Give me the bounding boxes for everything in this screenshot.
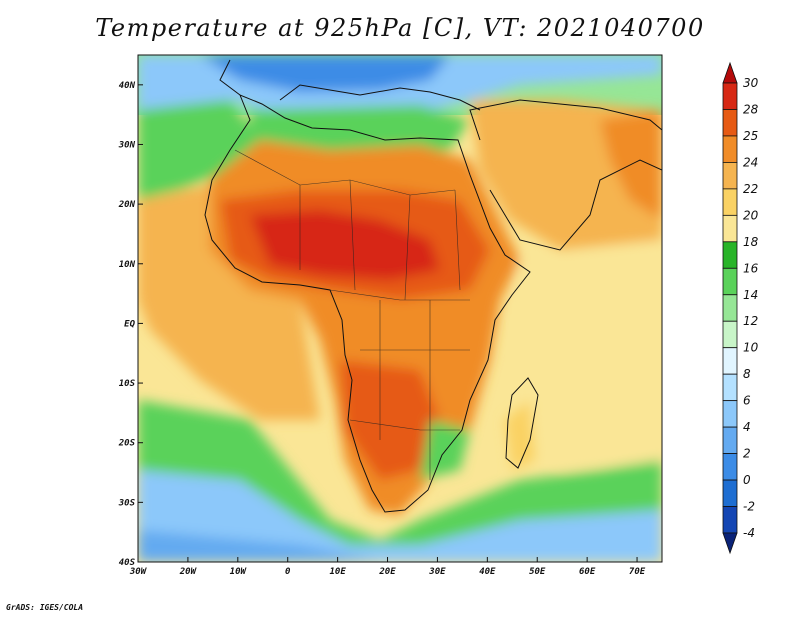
field-sahel-hottest (250, 210, 440, 280)
colorbar-swatch (722, 400, 738, 428)
colorbar-swatch (722, 506, 738, 534)
field-europe-cold (200, 55, 450, 92)
colorbar-swatch (722, 426, 738, 454)
colorbar-swatch (722, 320, 738, 349)
colorbar-min-triangle (722, 532, 738, 555)
colorbar-swatch (722, 214, 738, 243)
arabia-coastline (469, 99, 662, 251)
lat-tick-label: 30N (118, 140, 136, 150)
lon-tick-label: 50E (529, 567, 546, 577)
lat-tick-label: 40S (119, 558, 136, 568)
colorbar-label: 30 (743, 76, 759, 90)
longitude-ticks: 30W 20W 10W 0 10E 20E 30E 40E 50E 60E 70E (129, 557, 646, 577)
lon-tick-label: 20W (179, 567, 198, 577)
lon-tick-label: 70E (629, 567, 646, 577)
colorbar-label: 6 (743, 394, 751, 408)
colorbar-swatch (722, 135, 738, 163)
field-southern-africa-hot (340, 360, 440, 480)
colorbar-label: 4 (743, 420, 751, 434)
field-atlantic-north (138, 100, 260, 200)
colorbar-label: -2 (743, 500, 755, 514)
colorbar-swatch (722, 109, 738, 137)
colorbar-swatch (722, 82, 738, 110)
field-tropical-atlantic (138, 180, 320, 420)
temperature-field (138, 55, 662, 562)
lon-tick-label: 30W (129, 567, 148, 577)
lat-tick-label: 20N (118, 200, 136, 210)
lon-tick-label: 40E (479, 567, 496, 577)
field-southern-ocean (138, 470, 662, 562)
lat-tick-label: 10S (119, 379, 136, 389)
colorbar-swatch (722, 347, 738, 375)
colorbar-max-triangle (722, 61, 738, 84)
lat-tick-label: 10N (119, 260, 136, 270)
colorbar-label: 22 (743, 182, 758, 196)
colorbar-swatch (722, 479, 738, 507)
europe-coastline (219, 59, 481, 111)
colorbar-label: 12 (743, 314, 758, 328)
latitude-ticks: 40N 30N 20N 10N EQ 10S 20S 30S 40S (118, 81, 143, 568)
lat-tick-label: EQ (124, 319, 135, 329)
colorbar-label: 24 (743, 155, 758, 169)
colorbar-swatch (722, 373, 738, 402)
coastlines (204, 59, 662, 513)
colorbar-swatch (722, 453, 738, 481)
colorbar-swatch (722, 241, 738, 269)
colorbar-label: 8 (743, 367, 751, 381)
colorbar-label: 25 (743, 129, 758, 143)
field-madagascar (505, 400, 535, 470)
lat-tick-label: 20S (118, 439, 136, 449)
country-borders (234, 149, 470, 480)
colorbar-label: 28 (743, 102, 759, 116)
colorbar-label: 14 (743, 288, 758, 302)
lat-tick-label: 30S (118, 498, 136, 508)
colorbar-label: 2 (743, 447, 751, 461)
colorbar-label: -4 (743, 526, 755, 540)
colorbar-label: 16 (743, 261, 759, 275)
credit-text: GrADS: IGES/COLA (6, 603, 84, 612)
lon-tick-label: 20E (378, 567, 396, 577)
colorbar-label: 10 (743, 341, 759, 355)
plot-frame (137, 54, 663, 563)
lon-tick-label: 0 (285, 567, 291, 577)
lon-tick-label: 60E (579, 567, 596, 577)
colorbar-swatch (722, 162, 738, 190)
madagascar-coastline (505, 377, 539, 469)
colorbar-label: 20 (743, 208, 759, 222)
colorbar-label: 0 (743, 473, 751, 487)
map-title: Temperature at 925hPa [C], VT: 202104070… (95, 14, 705, 42)
field-southern-ocean-cold (138, 530, 380, 562)
africa-coastline (204, 94, 531, 513)
colorbar-swatch (722, 188, 738, 216)
colorbar-label: 18 (743, 235, 759, 249)
lat-tick-label: 40N (119, 81, 136, 91)
border-vertical-south (379, 300, 431, 480)
border-vertical-north (299, 179, 461, 301)
colorbar-swatch (722, 294, 738, 322)
field-indian-ocean (520, 240, 662, 470)
lon-tick-label: 30E (428, 567, 446, 577)
lon-tick-label: 10E (329, 567, 346, 577)
lon-tick-label: 10W (230, 567, 248, 577)
colorbar-swatch (722, 267, 738, 296)
